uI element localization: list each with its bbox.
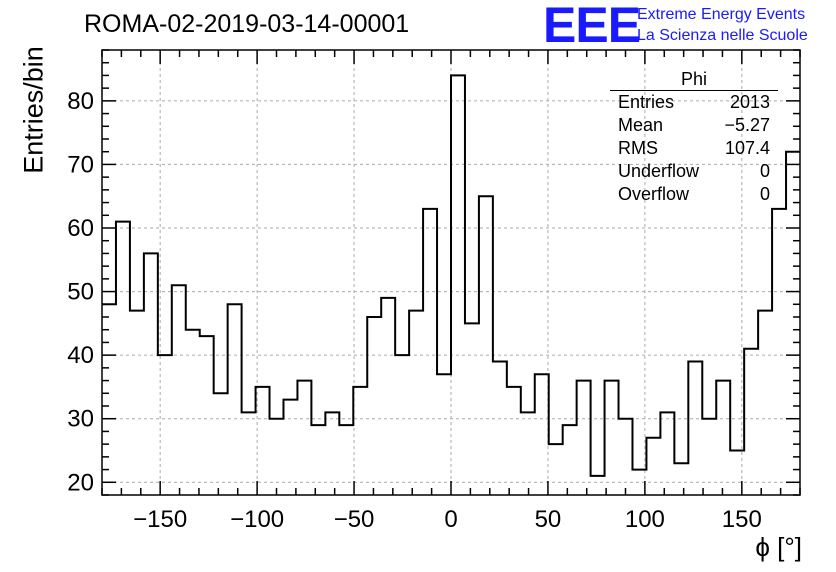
- histogram-bin: [102, 304, 116, 495]
- histogram-bin: [144, 253, 158, 495]
- stats-row-underflow: Underflow 0: [610, 160, 778, 183]
- histogram-bin: [423, 209, 437, 495]
- axis-ticks: [101, 49, 801, 496]
- x-tick-label: 50: [535, 506, 562, 533]
- stats-row-overflow: Overflow 0: [610, 183, 778, 206]
- histogram-bin: [451, 75, 465, 495]
- tick-labels: −150 −100 −50 0 50 100 150 20 30 40 50 60 70 80: [67, 88, 762, 533]
- histogram-bin: [744, 349, 758, 495]
- histogram-bin: [242, 412, 256, 495]
- stats-key: Overflow: [618, 184, 690, 204]
- histogram-bin: [521, 412, 535, 495]
- y-axis-label: Entries/bin: [18, 46, 49, 174]
- x-tick-label: −100: [230, 506, 284, 533]
- histogram-bin: [367, 317, 381, 495]
- histogram-bin: [772, 209, 786, 495]
- stats-value: 2013: [729, 92, 770, 112]
- histogram-bin: [716, 381, 730, 495]
- histogram-bin: [353, 387, 367, 495]
- y-tick-label: 70: [67, 151, 94, 178]
- histogram-bin: [228, 304, 242, 495]
- histogram-bin: [158, 355, 172, 495]
- stats-key: RMS: [618, 138, 658, 158]
- histogram-bin: [591, 476, 605, 495]
- histogram-bin: [256, 387, 270, 495]
- histogram-bin: [619, 419, 633, 495]
- y-tick-label: 20: [67, 469, 94, 496]
- histogram-bin: [688, 362, 702, 496]
- stats-box: Phi Entries 2013 Mean −5.27 RMS 107.4 Un…: [610, 68, 778, 206]
- stats-key: Mean: [618, 115, 664, 135]
- histogram-bin: [535, 374, 549, 495]
- histogram-series: [102, 74, 800, 477]
- y-tick-label: 80: [67, 88, 94, 115]
- x-tick-label: 150: [722, 506, 762, 533]
- histogram-bin: [437, 374, 451, 495]
- histogram-bin: [214, 393, 228, 495]
- histogram-bin: [283, 400, 297, 495]
- stats-row-entries: Entries 2013: [610, 91, 778, 114]
- histogram-bin: [186, 330, 200, 495]
- page-title: ROMA-02-2019-03-14-00001: [84, 10, 410, 38]
- logo-line-2: La Scienza nelle Scuole: [637, 27, 808, 44]
- x-axis-label: ϕ [°]: [755, 532, 802, 562]
- histogram-bin: [493, 362, 507, 496]
- logo-line-1: Extreme Energy Events: [637, 6, 806, 23]
- stats-title: Phi: [610, 68, 778, 91]
- y-tick-label: 30: [67, 406, 94, 433]
- x-tick-label: −150: [133, 506, 187, 533]
- histogram-bin: [395, 355, 409, 495]
- histogram-bin: [172, 285, 186, 495]
- histogram-bin: [130, 311, 144, 495]
- stats-row-rms: RMS 107.4: [610, 137, 778, 160]
- histogram-bin: [549, 444, 563, 495]
- stats-key: Entries: [618, 92, 675, 112]
- stats-value: 0: [759, 184, 770, 204]
- histogram-bin: [674, 463, 688, 495]
- histogram-bin: [758, 311, 772, 495]
- histogram-bin: [660, 412, 674, 495]
- stats-value: 107.4: [724, 138, 770, 158]
- logo-mark: EEE: [543, 0, 641, 53]
- histogram-bin: [465, 323, 479, 495]
- stats-value: −5.27: [724, 115, 770, 135]
- y-tick-label: 40: [67, 342, 94, 369]
- histogram-bin: [381, 298, 395, 495]
- x-tick-label: 0: [444, 506, 457, 533]
- histogram-bin: [116, 222, 130, 495]
- stats-value: 0: [759, 161, 770, 181]
- x-tick-label: 100: [625, 506, 665, 533]
- histogram-bin: [702, 419, 716, 495]
- histogram-bin: [605, 381, 619, 495]
- x-tick-label: −50: [334, 506, 375, 533]
- y-tick-label: 60: [67, 215, 94, 242]
- y-tick-label: 50: [67, 279, 94, 306]
- histogram-bin: [311, 425, 325, 495]
- histogram-bin: [325, 412, 339, 495]
- histogram-bin: [646, 438, 660, 495]
- histogram-bin: [507, 387, 521, 495]
- histogram-bin: [339, 425, 353, 495]
- histogram-bin: [270, 419, 284, 495]
- histogram-bin: [200, 336, 214, 495]
- histogram-bin: [563, 425, 577, 495]
- histogram-bin: [479, 196, 493, 495]
- histogram-bin: [577, 381, 591, 495]
- stats-key: Underflow: [618, 161, 700, 181]
- stats-row-mean: Mean −5.27: [610, 114, 778, 137]
- histogram-bin: [297, 381, 311, 495]
- histogram-bin: [409, 311, 423, 495]
